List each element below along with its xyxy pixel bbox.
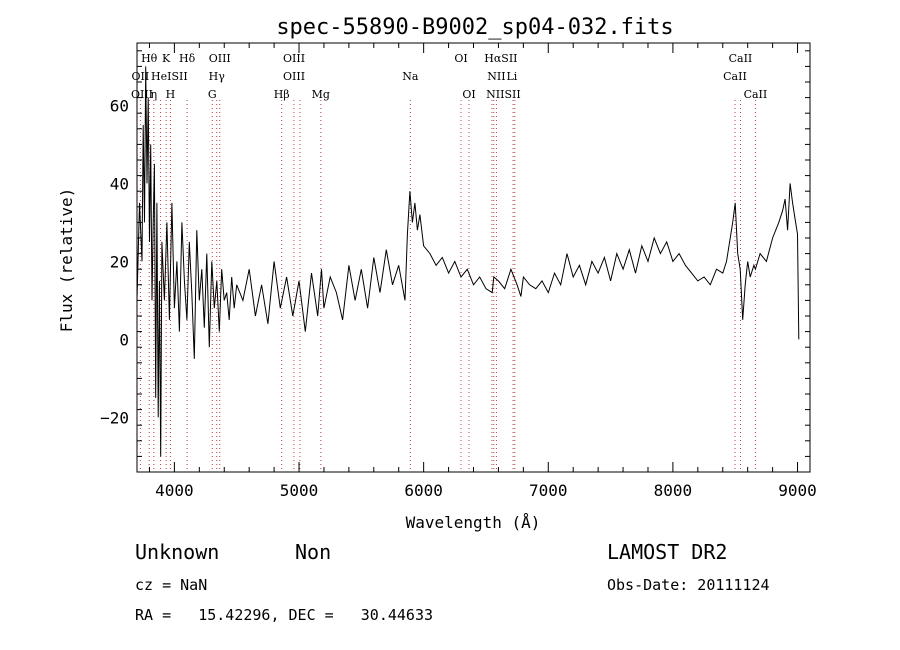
line-label: HeISII <box>151 70 188 83</box>
line-label: Mg <box>312 88 330 101</box>
y-tick-label: 60 <box>110 96 129 115</box>
subclass-text: Non <box>295 540 331 564</box>
y-tick-label: 20 <box>110 252 129 271</box>
line-label: Li <box>506 70 517 83</box>
x-axis: 4000 5000 6000 7000 8000 9000 <box>148 43 817 500</box>
plot-frame <box>136 42 811 473</box>
line-label: OI <box>454 52 467 65</box>
line-label: OIII <box>209 52 231 65</box>
line-label: OII <box>132 70 150 83</box>
line-label: HαSII <box>484 52 517 65</box>
x-tick-label: 6000 <box>404 481 443 500</box>
line-label: NIISII <box>486 88 521 101</box>
line-label: OIII <box>131 88 153 101</box>
line-label: Hδ <box>179 52 196 65</box>
class-text: Unknown <box>135 540 219 564</box>
obs-date-text: Obs-Date: 20111124 <box>607 576 770 594</box>
survey-text: LAMOST DR2 <box>607 540 727 564</box>
line-label: NII <box>487 70 505 83</box>
y-axis: −20 0 20 40 60 <box>100 50 810 457</box>
x-tick-label: 4000 <box>155 481 194 500</box>
line-label: Hθ <box>141 52 158 65</box>
line-label: Hβ <box>274 88 290 101</box>
coordinates-text: RA = 15.42296, DEC = 30.44633 <box>135 606 433 624</box>
redshift-text: cz = NaN <box>135 576 207 594</box>
line-label: CaII <box>729 52 753 65</box>
line-label: CaII <box>744 88 768 101</box>
chart-title: spec-55890-B9002_sp04-032.fits <box>276 15 673 40</box>
y-tick-label: 0 <box>119 330 129 349</box>
line-label: Na <box>402 70 419 83</box>
line-label: OIII <box>283 52 305 65</box>
x-tick-label: 8000 <box>654 481 693 500</box>
line-label: OI <box>462 88 475 101</box>
line-label: CaII <box>723 70 747 83</box>
line-label: η <box>151 88 158 101</box>
spectral-line-labels: Hθ K Hδ OIII OIII OI HαSII CaII OII HeISII Hγ OIII N… <box>131 52 767 101</box>
y-axis-label: Flux (relative) <box>57 188 76 333</box>
x-tick-label: 9000 <box>778 481 817 500</box>
line-label: K <box>162 52 171 65</box>
line-label: Hγ <box>209 70 226 83</box>
series-line <box>136 66 800 457</box>
y-tick-label: 40 <box>110 174 129 193</box>
line-label: H <box>166 88 176 101</box>
y-tick-label: −20 <box>100 408 129 427</box>
line-label: OIII <box>283 70 305 83</box>
x-axis-label: Wavelength (Å) <box>406 513 541 532</box>
x-tick-label: 5000 <box>280 481 319 500</box>
line-label: G <box>208 88 217 101</box>
flux-series <box>136 66 800 457</box>
x-tick-label: 7000 <box>529 481 568 500</box>
